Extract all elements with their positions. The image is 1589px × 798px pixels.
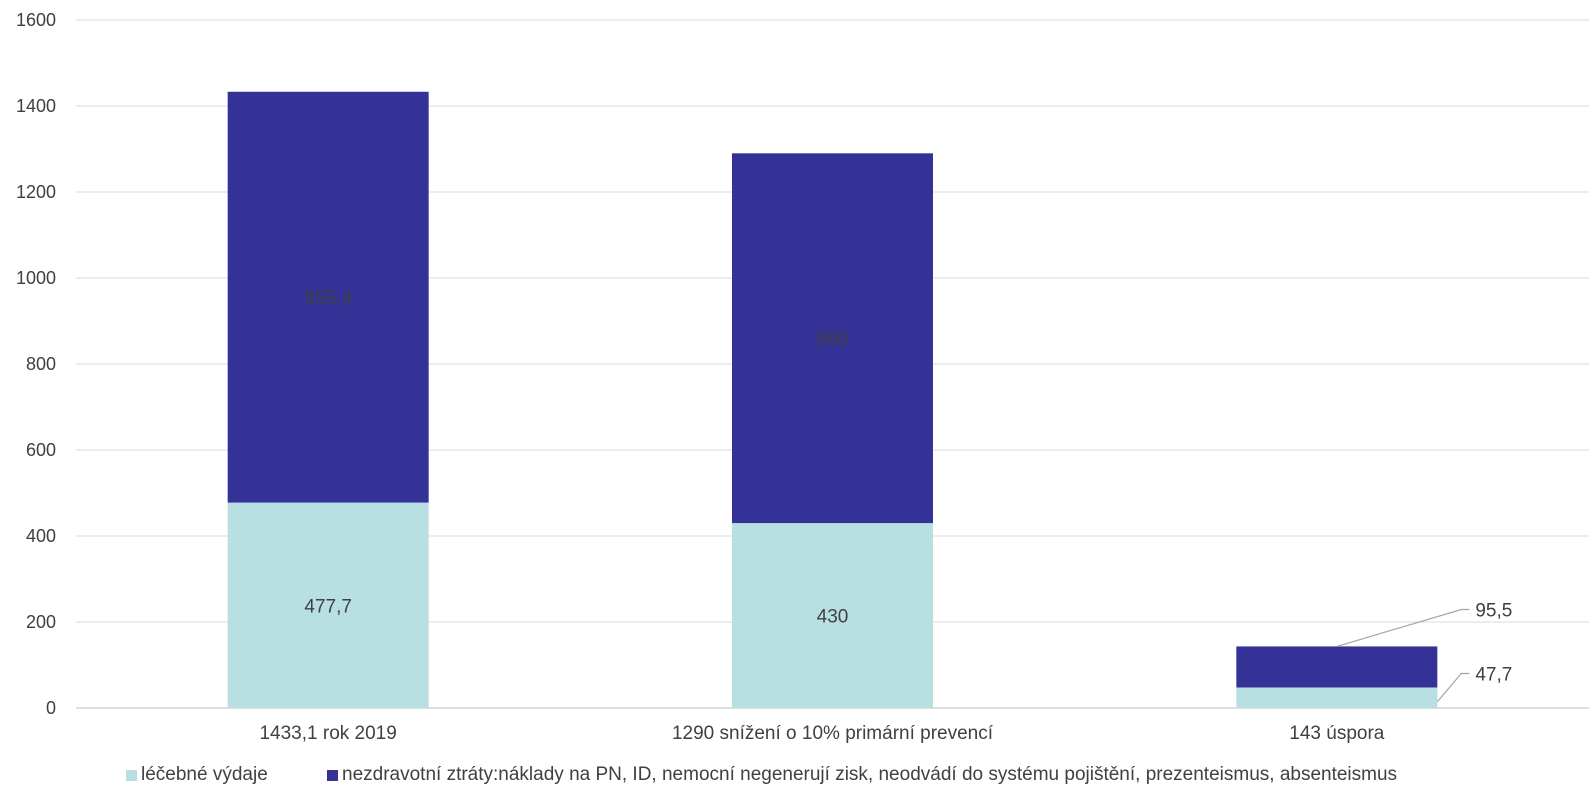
x-category-label: 1433,1 rok 2019 bbox=[259, 723, 396, 744]
x-category-label: 143 úspora bbox=[1289, 723, 1385, 744]
legend-swatch bbox=[327, 769, 338, 781]
bar-segment bbox=[1236, 687, 1438, 708]
data-labels: 477,7 955,4 430 860 47,7 95,5 bbox=[304, 288, 1512, 703]
y-tick-label: 1000 bbox=[16, 268, 56, 288]
bar-segment bbox=[227, 91, 429, 503]
bars bbox=[227, 91, 1438, 708]
bar-segment bbox=[227, 502, 429, 708]
data-label: 430 bbox=[817, 607, 849, 628]
bar-segment bbox=[732, 523, 933, 708]
y-tick-label: 800 bbox=[26, 354, 56, 374]
stacked-bar-chart: 0 200 400 600 800 1000 1200 1400 1600 477,7 955,4… bbox=[16, 10, 1589, 744]
legend-item-lecebne: léčebné výdaje bbox=[126, 764, 268, 786]
legend-label: léčebné výdaje bbox=[141, 764, 268, 785]
y-tick-label: 0 bbox=[46, 698, 56, 718]
x-category-label: 1290 snížení o 10% primární prevencí bbox=[672, 723, 994, 744]
y-tick-label: 400 bbox=[26, 526, 56, 546]
legend-item-nezdravotni: nezdravotní ztráty:náklady na PN, ID, ne… bbox=[327, 764, 1397, 786]
leader-line bbox=[1436, 672, 1470, 703]
y-tick-label: 200 bbox=[26, 612, 56, 632]
legend-label: nezdravotní ztráty:náklady na PN, ID, ne… bbox=[342, 764, 1398, 785]
data-label: 47,7 bbox=[1475, 664, 1512, 685]
data-label: 955,4 bbox=[304, 288, 352, 309]
y-tick-label: 600 bbox=[26, 440, 56, 460]
y-axis-ticks: 0 200 400 600 800 1000 1200 1400 1600 bbox=[16, 10, 56, 718]
y-tick-label: 1600 bbox=[16, 10, 56, 30]
legend-swatch bbox=[126, 769, 137, 781]
y-tick-label: 1200 bbox=[16, 182, 56, 202]
data-label: 860 bbox=[817, 329, 849, 350]
leader-line bbox=[1336, 608, 1470, 647]
bar-segment bbox=[732, 153, 933, 524]
data-label: 477,7 bbox=[304, 596, 352, 617]
y-tick-label: 1400 bbox=[16, 96, 56, 116]
x-axis-labels: 1433,1 rok 2019 1290 snížení o 10% primár… bbox=[259, 723, 1384, 744]
bar-segment bbox=[1236, 646, 1438, 688]
data-label: 95,5 bbox=[1475, 601, 1512, 622]
